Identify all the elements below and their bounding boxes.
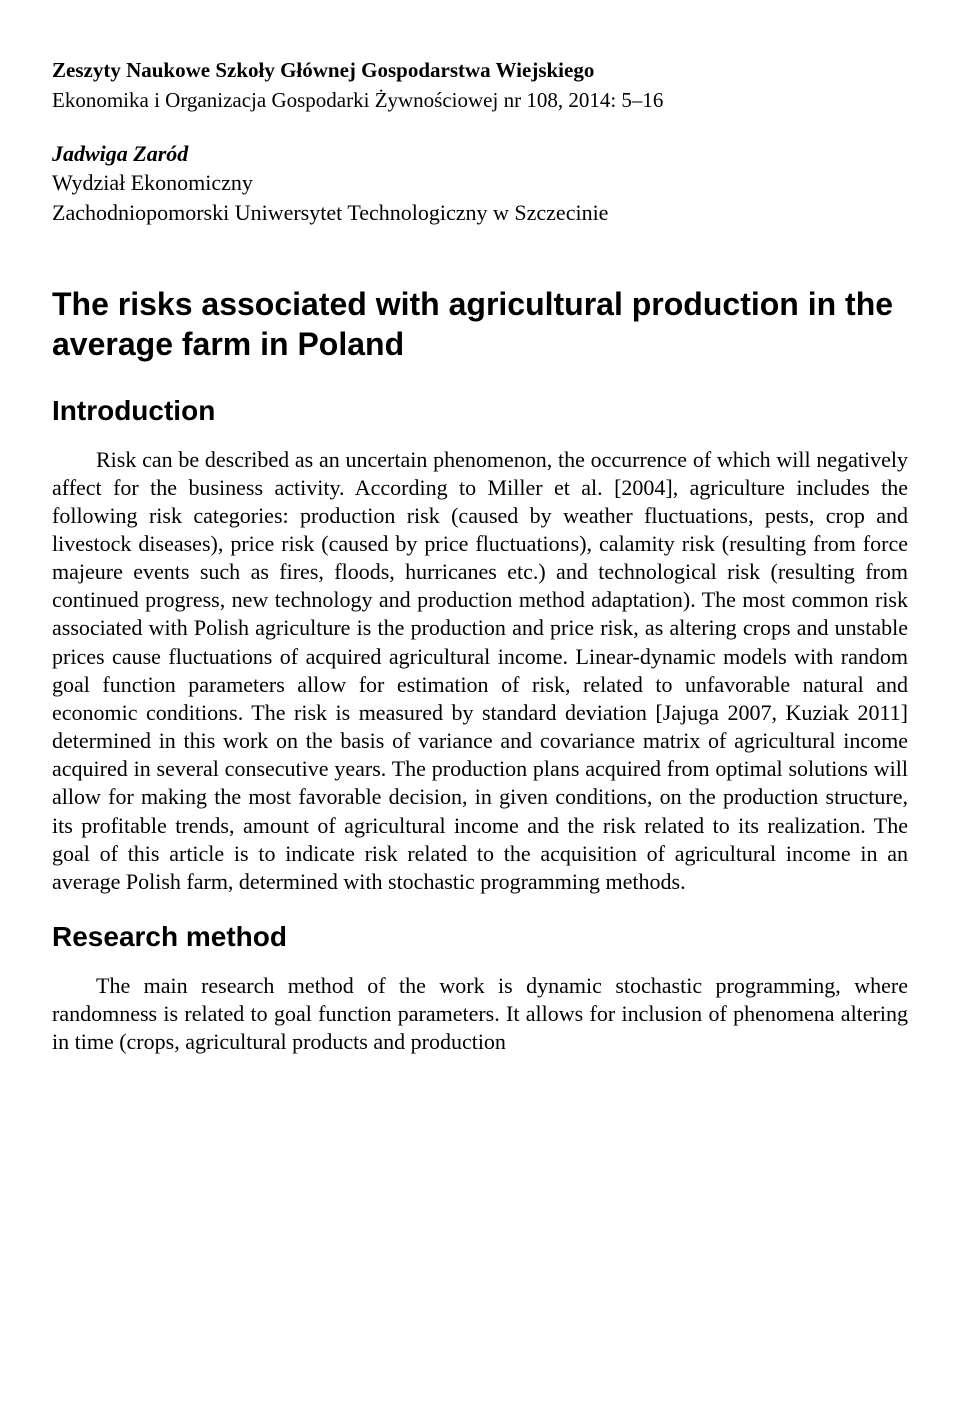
author-affiliation-2: Zachodniopomorski Uniwersytet Technologi…: [52, 198, 908, 228]
method-paragraph: The main research method of the work is …: [52, 972, 908, 1056]
series-info: Ekonomika i Organizacja Gospodarki Żywno…: [52, 86, 908, 114]
introduction-heading: Introduction: [52, 392, 908, 430]
method-heading: Research method: [52, 918, 908, 956]
journal-name: Zeszyty Naukowe Szkoły Głównej Gospodars…: [52, 56, 908, 84]
author-name: Jadwiga Zaród: [52, 139, 908, 169]
introduction-body: Risk can be described as an uncertain ph…: [52, 446, 908, 897]
introduction-paragraph: Risk can be described as an uncertain ph…: [52, 446, 908, 897]
author-affiliation-1: Wydział Ekonomiczny: [52, 168, 908, 198]
method-body: The main research method of the work is …: [52, 972, 908, 1056]
article-title: The risks associated with agricultural p…: [52, 284, 908, 364]
